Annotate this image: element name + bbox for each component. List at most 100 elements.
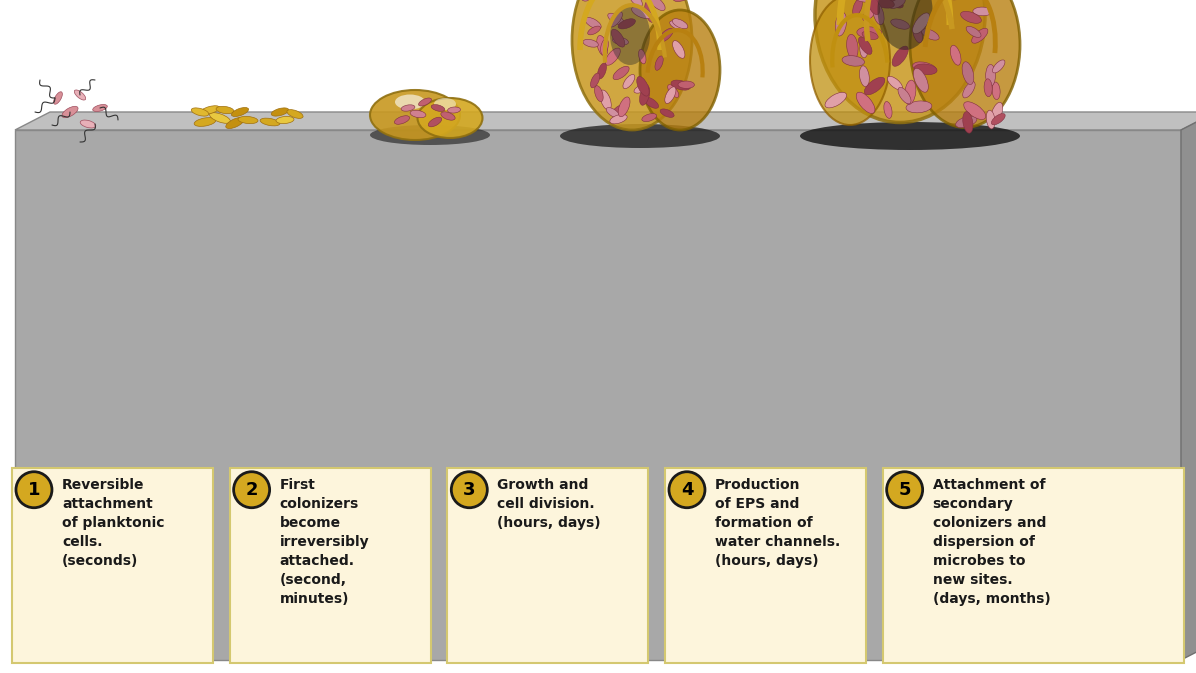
Ellipse shape: [853, 0, 862, 15]
Ellipse shape: [610, 114, 627, 124]
Ellipse shape: [991, 114, 1005, 125]
Ellipse shape: [800, 122, 1020, 150]
Ellipse shape: [636, 77, 649, 96]
Text: water channels.: water channels.: [715, 535, 841, 548]
Text: 3: 3: [463, 481, 476, 499]
Text: of planktonic: of planktonic: [62, 516, 165, 530]
Text: microbes to: microbes to: [933, 554, 1025, 568]
Ellipse shape: [810, 0, 890, 125]
FancyBboxPatch shape: [230, 468, 431, 663]
Ellipse shape: [287, 110, 303, 118]
Ellipse shape: [611, 29, 624, 47]
Ellipse shape: [643, 97, 659, 108]
Text: (second,: (second,: [280, 573, 347, 587]
Ellipse shape: [913, 62, 936, 74]
Ellipse shape: [951, 45, 962, 65]
Ellipse shape: [605, 48, 621, 65]
FancyBboxPatch shape: [12, 468, 213, 663]
Ellipse shape: [889, 0, 905, 9]
Ellipse shape: [984, 79, 993, 97]
Text: cells.: cells.: [62, 535, 103, 548]
Ellipse shape: [859, 37, 872, 55]
Text: minutes): minutes): [280, 592, 349, 606]
Text: (seconds): (seconds): [62, 554, 139, 568]
Ellipse shape: [885, 0, 903, 8]
Ellipse shape: [434, 98, 456, 110]
Ellipse shape: [887, 76, 903, 90]
Ellipse shape: [898, 87, 911, 104]
Ellipse shape: [560, 124, 720, 148]
Text: Reversible: Reversible: [62, 478, 145, 492]
Ellipse shape: [608, 13, 624, 25]
Polygon shape: [16, 130, 1180, 660]
Text: First: First: [280, 478, 316, 492]
Ellipse shape: [671, 80, 690, 90]
Ellipse shape: [667, 85, 679, 98]
Ellipse shape: [649, 0, 665, 11]
Ellipse shape: [600, 39, 609, 55]
Ellipse shape: [572, 0, 692, 130]
Ellipse shape: [428, 117, 441, 127]
Text: secondary: secondary: [933, 497, 1013, 511]
Ellipse shape: [963, 81, 975, 98]
Text: (days, months): (days, months): [933, 592, 1050, 606]
Ellipse shape: [606, 108, 620, 118]
Ellipse shape: [395, 94, 425, 110]
Ellipse shape: [276, 116, 294, 124]
Ellipse shape: [655, 56, 664, 70]
Ellipse shape: [93, 104, 108, 112]
Text: (hours, days): (hours, days): [498, 516, 600, 530]
Ellipse shape: [910, 0, 1020, 127]
Ellipse shape: [987, 110, 995, 129]
Circle shape: [16, 472, 51, 507]
Ellipse shape: [582, 40, 598, 47]
Ellipse shape: [913, 25, 922, 43]
Text: 5: 5: [898, 481, 911, 499]
Text: formation of: formation of: [715, 516, 812, 530]
Ellipse shape: [634, 84, 648, 93]
Ellipse shape: [80, 120, 96, 128]
Ellipse shape: [597, 36, 608, 56]
Ellipse shape: [659, 28, 673, 42]
Ellipse shape: [200, 106, 220, 114]
Ellipse shape: [673, 0, 692, 1]
Ellipse shape: [238, 116, 258, 124]
Ellipse shape: [441, 112, 456, 120]
Ellipse shape: [966, 26, 981, 38]
Ellipse shape: [956, 116, 977, 128]
Ellipse shape: [631, 7, 652, 19]
Ellipse shape: [600, 90, 611, 110]
Ellipse shape: [639, 49, 646, 64]
Ellipse shape: [907, 101, 932, 113]
Ellipse shape: [866, 0, 880, 15]
Ellipse shape: [825, 92, 847, 108]
Ellipse shape: [873, 3, 884, 25]
Circle shape: [669, 472, 704, 507]
Text: dispersion of: dispersion of: [933, 535, 1035, 548]
Ellipse shape: [856, 92, 875, 113]
Ellipse shape: [191, 108, 209, 116]
Ellipse shape: [672, 40, 685, 59]
Text: attachment: attachment: [62, 497, 153, 511]
Text: Production: Production: [715, 478, 800, 492]
FancyBboxPatch shape: [883, 468, 1184, 663]
Ellipse shape: [271, 108, 288, 116]
Ellipse shape: [852, 0, 875, 2]
Text: 1: 1: [28, 481, 41, 499]
Circle shape: [886, 472, 922, 507]
Ellipse shape: [642, 114, 657, 122]
Text: 2: 2: [245, 481, 258, 499]
Ellipse shape: [598, 63, 606, 79]
Ellipse shape: [582, 0, 599, 1]
Ellipse shape: [594, 85, 603, 102]
Ellipse shape: [672, 19, 688, 29]
Ellipse shape: [370, 90, 460, 140]
Polygon shape: [16, 112, 1196, 130]
Ellipse shape: [401, 105, 415, 111]
Ellipse shape: [914, 68, 928, 92]
Ellipse shape: [395, 116, 409, 125]
Ellipse shape: [609, 12, 622, 27]
Ellipse shape: [232, 108, 249, 116]
Text: attached.: attached.: [280, 554, 355, 568]
Ellipse shape: [842, 56, 865, 66]
